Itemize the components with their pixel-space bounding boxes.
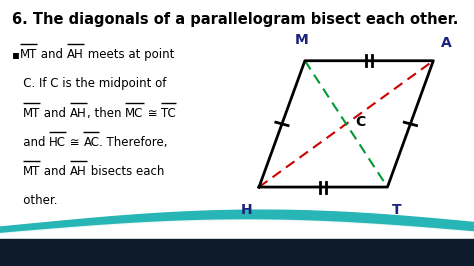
Text: AH: AH bbox=[70, 165, 87, 178]
Text: HC: HC bbox=[49, 136, 66, 149]
Text: and: and bbox=[40, 107, 70, 119]
Text: , then: , then bbox=[87, 107, 125, 119]
Text: TC: TC bbox=[161, 107, 176, 119]
Text: C: C bbox=[356, 115, 366, 129]
Text: AC: AC bbox=[83, 136, 100, 149]
Text: ≅: ≅ bbox=[144, 107, 161, 119]
Text: M: M bbox=[294, 32, 308, 47]
Text: AH: AH bbox=[70, 107, 87, 119]
Text: C. If C is the midpoint of: C. If C is the midpoint of bbox=[12, 77, 166, 90]
Text: other.: other. bbox=[12, 194, 57, 207]
Text: . Therefore,: . Therefore, bbox=[100, 136, 168, 149]
Text: H: H bbox=[240, 203, 252, 217]
Text: ≅: ≅ bbox=[66, 136, 83, 149]
Text: and: and bbox=[37, 48, 67, 61]
Text: meets at point: meets at point bbox=[84, 48, 174, 61]
Text: A: A bbox=[441, 36, 452, 50]
Text: MT: MT bbox=[23, 107, 40, 119]
Text: and: and bbox=[12, 136, 49, 149]
Text: 6. The diagonals of a parallelogram bisect each other.: 6. The diagonals of a parallelogram bise… bbox=[12, 12, 458, 27]
Text: MT: MT bbox=[20, 48, 37, 61]
Text: MT: MT bbox=[23, 165, 40, 178]
Text: MC: MC bbox=[125, 107, 144, 119]
Text: AH: AH bbox=[67, 48, 84, 61]
Text: bisects each: bisects each bbox=[87, 165, 164, 178]
Text: ▪: ▪ bbox=[12, 48, 20, 61]
Text: and: and bbox=[40, 165, 70, 178]
Text: T: T bbox=[392, 203, 401, 217]
